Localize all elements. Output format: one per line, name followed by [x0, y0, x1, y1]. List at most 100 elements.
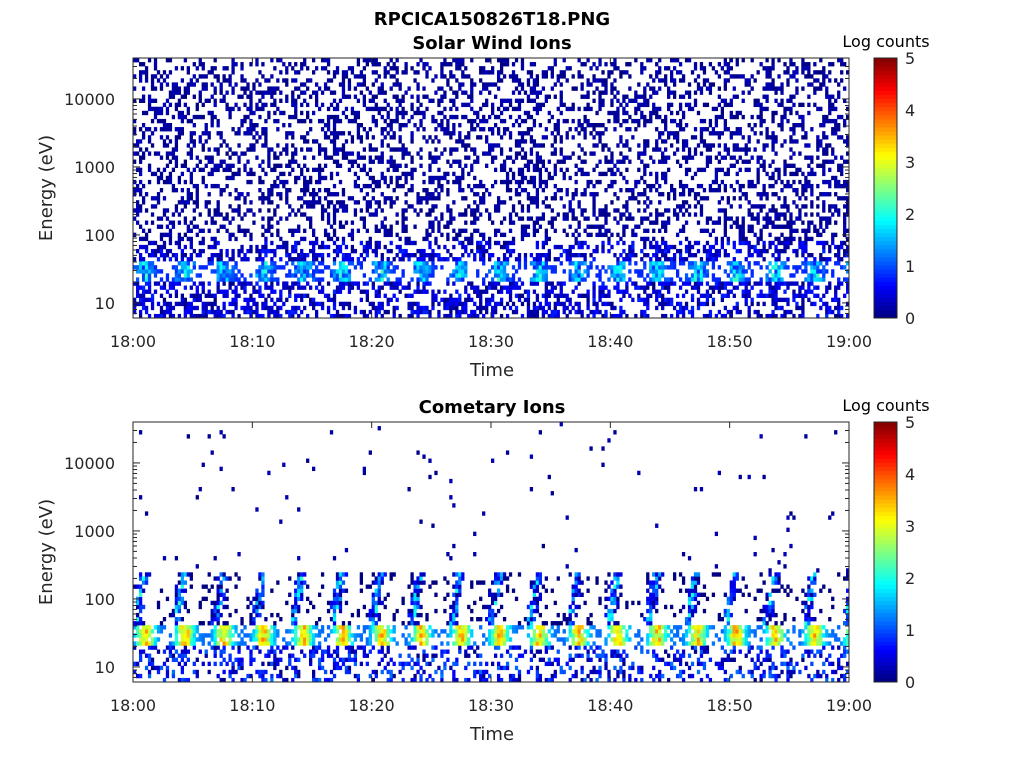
heatmap-cell	[389, 204, 393, 209]
heatmap-cell	[473, 82, 477, 87]
heatmap-cell	[535, 106, 540, 112]
heatmap-cell	[637, 273, 641, 278]
heatmap-cell	[159, 106, 164, 112]
heatmap-cell	[595, 78, 599, 83]
heatmap-cell	[326, 204, 331, 209]
heatmap-cell	[532, 228, 537, 233]
heatmap-cell	[440, 232, 444, 238]
heatmap-cell	[607, 301, 611, 307]
heatmap-cell	[652, 86, 656, 91]
heatmap-cell	[529, 200, 534, 205]
heatmap-cell	[473, 212, 477, 217]
heatmap-cell	[222, 216, 226, 221]
heatmap-cell	[288, 257, 292, 262]
heatmap-cell	[622, 175, 626, 181]
heatmap-cell	[234, 188, 238, 193]
heatmap-cell	[273, 155, 277, 160]
heatmap-cell	[723, 62, 727, 67]
heatmap-cell	[535, 200, 540, 205]
heatmap-cell	[726, 127, 730, 132]
heatmap-cell	[491, 293, 495, 298]
heatmap-cell	[380, 220, 384, 225]
heatmap-cell	[332, 240, 337, 246]
heatmap-cell	[309, 301, 313, 307]
heatmap-cell	[317, 196, 322, 201]
heatmap-cell	[168, 309, 173, 315]
heatmap-cell	[720, 285, 724, 290]
heatmap-cell	[168, 151, 173, 156]
heatmap-cell	[431, 175, 435, 181]
heatmap-cell	[538, 171, 543, 177]
heatmap-cell	[273, 167, 277, 173]
heatmap-cell	[684, 248, 689, 254]
heatmap-cell	[344, 220, 349, 225]
heatmap-cell	[362, 248, 366, 254]
heatmap-cell	[401, 216, 405, 221]
heatmap-cell	[670, 58, 674, 63]
heatmap-cell	[559, 82, 563, 87]
heatmap-cell	[246, 114, 250, 120]
heatmap-cell	[195, 305, 199, 311]
heatmap-cell	[314, 102, 319, 108]
heatmap-cell	[637, 208, 641, 213]
heatmap-cell	[547, 236, 551, 242]
heatmap-cell	[464, 147, 468, 152]
heatmap-cell	[735, 301, 739, 307]
heatmap-cell	[479, 196, 483, 201]
heatmap-cell	[446, 277, 450, 282]
heatmap-cell	[717, 200, 722, 205]
heatmap-cell	[201, 66, 205, 71]
heatmap-cell	[664, 224, 668, 229]
heatmap-cell	[273, 261, 277, 266]
heatmap-cell	[538, 175, 543, 181]
heatmap-cell	[335, 269, 340, 274]
heatmap-cell	[300, 285, 304, 290]
heatmap-cell	[613, 273, 617, 278]
heatmap-cell	[693, 269, 698, 274]
heatmap-cell	[532, 86, 537, 91]
heatmap-cell	[204, 200, 208, 205]
heatmap-cell	[201, 86, 205, 91]
heatmap-cell	[237, 196, 241, 201]
heatmap-cell	[213, 313, 217, 319]
heatmap-cell	[374, 147, 378, 152]
heatmap-cell	[332, 123, 337, 128]
heatmap-cell	[446, 220, 450, 225]
heatmap-cell	[586, 78, 590, 83]
heatmap-cell	[747, 139, 751, 144]
heatmap-cell	[574, 261, 578, 266]
heatmap-cell	[661, 224, 665, 229]
heatmap-cell	[586, 293, 590, 298]
heatmap-cell	[332, 277, 337, 282]
heatmap-cell	[389, 224, 393, 229]
heatmap-cell	[717, 167, 722, 173]
heatmap-cell	[365, 192, 369, 197]
heatmap-cell	[458, 293, 462, 298]
heatmap-cell	[216, 305, 220, 311]
heatmap-cell	[586, 58, 590, 63]
heatmap-cell	[419, 163, 423, 168]
heatmap-cell	[470, 248, 474, 254]
heatmap-cell	[294, 265, 298, 270]
heatmap-cell	[708, 183, 713, 189]
heatmap-cell	[553, 269, 557, 274]
heatmap-cell	[577, 269, 581, 274]
heatmap-cell	[440, 183, 444, 189]
heatmap-cell	[449, 301, 453, 307]
heatmap-cell	[702, 70, 707, 75]
heatmap-cell	[213, 66, 217, 71]
heatmap-cell	[144, 208, 149, 213]
heatmap-cell	[699, 86, 704, 91]
heatmap-cell	[586, 232, 590, 238]
heatmap-cell	[511, 265, 516, 270]
heatmap-cell	[258, 208, 262, 213]
heatmap-cell	[580, 82, 584, 87]
heatmap-cell	[667, 297, 671, 303]
heatmap-cell	[616, 118, 620, 124]
heatmap-cell	[323, 293, 328, 298]
heatmap-cell	[249, 167, 253, 173]
heatmap-cell	[711, 289, 716, 294]
heatmap-cell	[177, 313, 182, 319]
heatmap-cell	[362, 127, 366, 132]
heatmap-cell	[201, 102, 205, 108]
